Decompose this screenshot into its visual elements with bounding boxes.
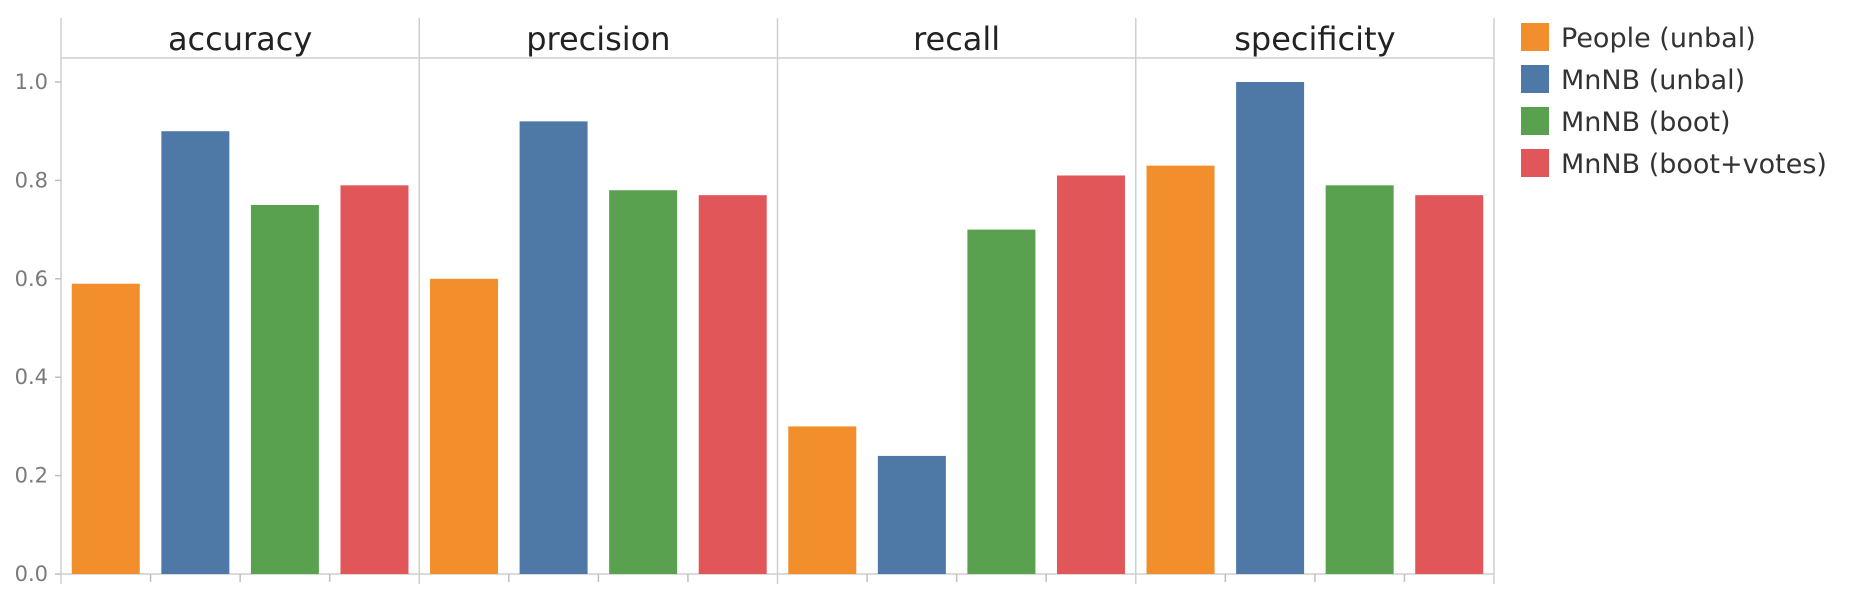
bar [340, 185, 409, 574]
facet-title: specificity [1234, 20, 1395, 58]
legend-label: MnNB (unbal) [1561, 65, 1745, 96]
bar [430, 278, 499, 574]
legend-swatch [1521, 65, 1549, 93]
facet-title: accuracy [168, 20, 312, 58]
bar [788, 426, 857, 574]
bar [1415, 195, 1484, 574]
bar [877, 455, 946, 574]
bar [161, 131, 230, 574]
y-tick-label: 1.0 [15, 70, 48, 94]
bar [1325, 185, 1394, 574]
y-tick-label: 0.8 [15, 168, 48, 192]
bar [71, 283, 140, 574]
bar [519, 121, 588, 575]
bar [1146, 165, 1215, 574]
bar [1056, 175, 1125, 575]
bar [967, 229, 1036, 574]
legend-label: MnNB (boot) [1561, 107, 1731, 138]
y-tick-label: 0.2 [15, 464, 48, 488]
bar [250, 205, 319, 574]
legend-swatch [1521, 23, 1549, 51]
legend-swatch [1521, 107, 1549, 135]
facet-title: precision [526, 20, 670, 58]
bar [609, 190, 678, 575]
y-tick-label: 0.0 [15, 562, 48, 584]
legend-swatch [1521, 149, 1549, 177]
y-tick-label: 0.4 [15, 365, 48, 389]
bar [1236, 82, 1305, 574]
bar [698, 195, 767, 574]
legend-label: People (unbal) [1561, 23, 1756, 54]
facet-title: recall [913, 20, 1000, 58]
y-tick-label: 0.6 [15, 267, 48, 291]
legend-label: MnNB (boot+votes) [1561, 149, 1827, 180]
